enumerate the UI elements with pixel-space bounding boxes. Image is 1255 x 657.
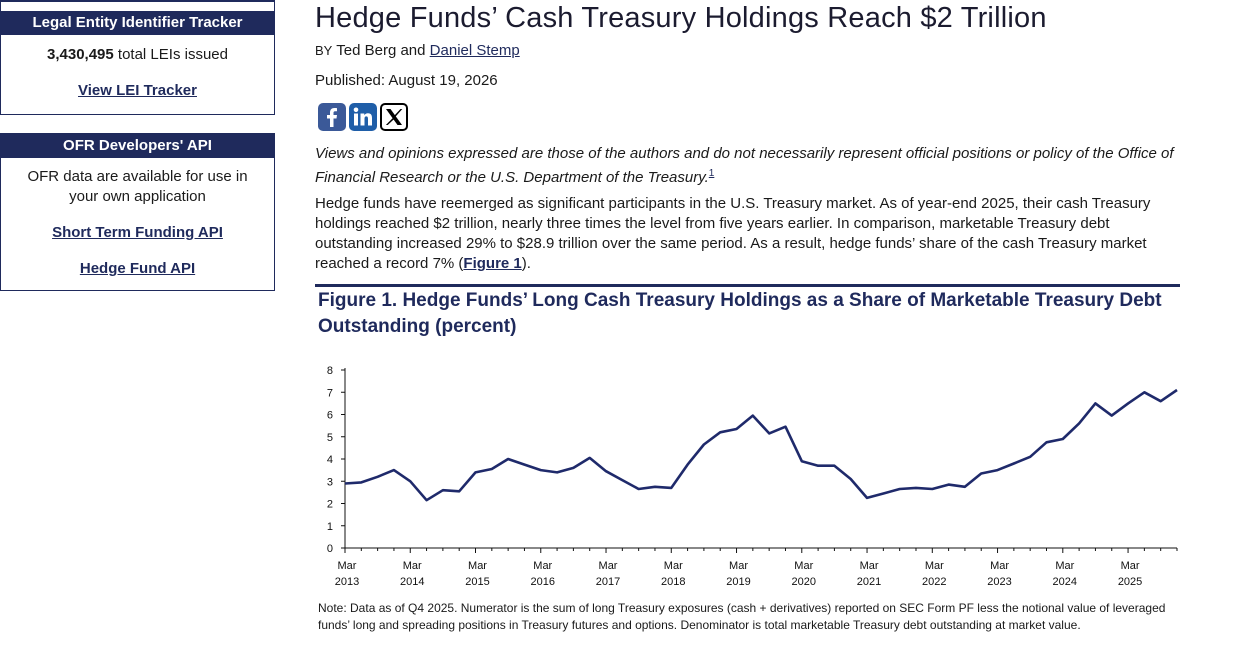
x-icon[interactable]: [380, 103, 408, 131]
y-tick-label: 2: [327, 499, 333, 511]
byline: BY Ted Berg and Daniel Stemp: [315, 42, 520, 59]
lei-count-text: 3,430,495 total LEIs issued: [1, 45, 274, 65]
figure-divider: [315, 284, 1180, 287]
y-tick-label: 0: [327, 543, 333, 555]
y-tick-label: 6: [327, 410, 333, 422]
x-tick-label-year: 2016: [531, 576, 555, 588]
published-date: Published: August 19, 2026: [315, 72, 498, 89]
x-tick-label-year: 2023: [987, 576, 1011, 588]
byline-prefix: BY: [315, 43, 333, 58]
developers-api-heading: OFR Developers' API: [1, 134, 274, 158]
x-tick-label-year: 2015: [465, 576, 489, 588]
view-lei-tracker-link[interactable]: View LEI Tracker: [78, 82, 197, 99]
series-line: [344, 388, 1178, 502]
linkedin-icon[interactable]: [349, 103, 377, 131]
lei-count: 3,430,495: [47, 46, 114, 63]
social-share-bar: [318, 103, 408, 131]
y-tick-label: 4: [327, 454, 333, 466]
author-link[interactable]: Daniel Stemp: [429, 42, 520, 59]
lei-tracker-heading: Legal Entity Identifier Tracker: [1, 11, 274, 35]
y-tick-label: 7: [327, 387, 333, 399]
x-tick-label-month: Mar: [403, 560, 422, 572]
intro-text-end: ).: [521, 255, 531, 272]
x-tick-label-year: 2022: [922, 576, 946, 588]
y-tick-label: 3: [327, 476, 333, 488]
x-tick-label-month: Mar: [1055, 560, 1074, 572]
x-tick-label-year: 2019: [726, 576, 750, 588]
x-tick-label-month: Mar: [794, 560, 813, 572]
x-tick-label-year: 2025: [1118, 576, 1142, 588]
figure-title: Figure 1. Hedge Funds’ Long Cash Treasur…: [318, 290, 1162, 337]
x-tick-label-year: 2021: [857, 576, 881, 588]
x-tick-label-year: 2017: [596, 576, 620, 588]
x-tick-label-month: Mar: [338, 560, 357, 572]
x-tick-label-year: 2024: [1053, 576, 1077, 588]
x-tick-label-month: Mar: [533, 560, 552, 572]
lei-count-suffix: total LEIs issued: [113, 46, 228, 63]
disclaimer-text: Views and opinions expressed are those o…: [315, 145, 1174, 186]
x-tick-label-month: Mar: [1121, 560, 1140, 572]
author-name: Ted Berg: [336, 42, 397, 59]
figure-note: Note: Data as of Q4 2025. Numerator is t…: [318, 601, 1166, 632]
figure-1-chart: 0 1 2 3 4 5 6 7 8 Mar 2013 Mar 2014 Mar 2015 Mar 2016 Mar…: [327, 365, 1178, 588]
x-tick-label-month: Mar: [925, 560, 944, 572]
x-tick-label-month: Mar: [599, 560, 618, 572]
x-tick-label-month: Mar: [729, 560, 748, 572]
developers-api-box: OFR Developers' API OFR data are availab…: [0, 133, 275, 291]
x-tick-label-month: Mar: [990, 560, 1009, 572]
x-tick-label-year: 2014: [400, 576, 424, 588]
x-tick-label-year: 2013: [335, 576, 359, 588]
y-tick-label: 8: [327, 365, 333, 377]
hedge-fund-api-link[interactable]: Hedge Fund API: [79, 260, 196, 277]
short-term-funding-api-link[interactable]: Short Term Funding API: [52, 224, 223, 241]
figure-1-link[interactable]: Figure 1: [463, 255, 522, 272]
x-tick-label-year: 2020: [792, 576, 816, 588]
byline-and: and: [400, 42, 426, 59]
developers-api-text: OFR data are available for use in your o…: [27, 168, 248, 205]
x-tick-label-year: 2018: [661, 576, 685, 588]
lei-tracker-box: Legal Entity Identifier Tracker 3,430,49…: [0, 0, 275, 115]
intro-paragraph: Hedge funds have reemerged as significan…: [315, 194, 1180, 274]
article-title: Hedge Funds’ Cash Treasury Holdings Reac…: [315, 2, 1047, 34]
y-tick-label: 1: [327, 521, 333, 533]
x-tick-label-month: Mar: [468, 560, 487, 572]
x-tick-label-month: Mar: [664, 560, 683, 572]
disclaimer: Views and opinions expressed are those o…: [315, 144, 1180, 188]
footnote-link[interactable]: 1: [708, 168, 715, 179]
x-tick-label-month: Mar: [860, 560, 879, 572]
intro-text: Hedge funds have reemerged as significan…: [315, 195, 1151, 272]
y-tick-label: 5: [327, 432, 333, 444]
facebook-icon[interactable]: [318, 103, 346, 131]
